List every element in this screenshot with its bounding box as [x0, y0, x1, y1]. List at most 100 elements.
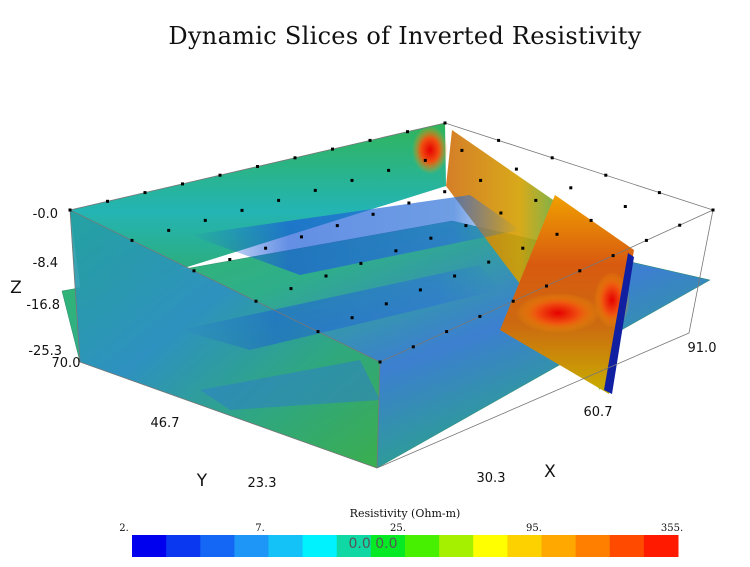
electrode-dot [479, 178, 483, 182]
electrode-dot [254, 299, 258, 303]
electrode-dot [464, 224, 468, 228]
colorbar-label: Resistivity (Ohm-m) [350, 507, 461, 520]
colorbar-swatch [439, 535, 474, 557]
electrode-dot [335, 224, 339, 228]
electrode-dot [589, 218, 593, 222]
electrode-dot [657, 191, 661, 195]
colorbar-tick-label: 95. [526, 523, 542, 534]
y-axis-label: Y [196, 471, 208, 491]
electrode-dot [143, 191, 147, 195]
electrode-dot [359, 261, 363, 265]
low-resistivity-band [180, 265, 500, 350]
hot-spot [412, 126, 448, 174]
colorbar-center-text: 0.0 0.0 [349, 536, 398, 552]
electrode-dot [711, 208, 715, 212]
electrode-dot [371, 212, 375, 216]
electrode-dot [293, 156, 297, 160]
x-axis-label: X [544, 462, 556, 482]
electrode-dot [534, 198, 538, 202]
electrode-dot [264, 246, 268, 250]
colorbar-swatch [370, 535, 406, 557]
z-tick-label: -8.4 [33, 256, 58, 271]
colorbar-swatch [302, 535, 338, 557]
electrode-dot [68, 208, 72, 212]
x-tick-label: 60.7 [584, 405, 613, 420]
electrode-dot [387, 168, 391, 172]
colorbar-tick-label: 25. [390, 523, 406, 534]
colorbar-tick-label: 2. [119, 523, 129, 534]
z-tick-label: -0.0 [33, 207, 58, 222]
colorbar-swatch [609, 535, 645, 557]
low-resistivity-band [200, 360, 380, 410]
electrode-dot [350, 178, 354, 182]
slice-edge [604, 253, 634, 394]
electrode-dot [300, 235, 303, 239]
electrode-dot [499, 211, 503, 215]
electrode-dot [350, 316, 354, 320]
colorbar-swatch [541, 535, 577, 557]
low-resistivity-band [190, 195, 520, 275]
electrode-dot [644, 238, 648, 242]
y-tick-label: 23.3 [248, 476, 277, 491]
electrode-dot [324, 274, 328, 278]
x-tick-label: 30.3 [477, 471, 506, 486]
electrode-dot [611, 254, 615, 258]
electrode-dot [550, 156, 554, 160]
electrode-dot [478, 314, 482, 318]
electrode-dot [394, 249, 398, 253]
y-tick-label: 46.7 [151, 416, 180, 431]
electrode-dot [331, 147, 334, 151]
colorbar-tick-label: 7. [255, 523, 265, 534]
electrode-dot [678, 223, 682, 227]
electrode-dot [487, 260, 491, 264]
colorbar-swatch [132, 535, 167, 557]
electrode-dot [569, 186, 573, 190]
colorbar: 2. 7. 25. 95. 355. [119, 523, 683, 557]
electrode-dot [130, 238, 134, 242]
electrode-dot [378, 360, 382, 364]
electrode-dot [521, 246, 525, 250]
colorbar-swatch [200, 535, 235, 557]
electrode-dot [256, 165, 259, 168]
electrode-dot [411, 345, 415, 349]
colorbar-swatch [473, 535, 508, 557]
electrode-dot [443, 121, 447, 125]
electrode-dot [228, 258, 232, 261]
z-tick-label: -16.8 [26, 298, 60, 313]
electrode-dot [497, 138, 501, 142]
colorbar-swatch [234, 535, 270, 557]
x-tick-label: 91.0 [688, 341, 717, 356]
electrode-dot [218, 173, 222, 177]
electrode-dot [384, 302, 388, 306]
electrode-dot [167, 228, 171, 232]
electrode-dot [604, 173, 608, 177]
electrode-dot [106, 199, 109, 203]
electrode-dot [406, 130, 409, 134]
electrode-dot [511, 299, 515, 303]
electrode-dot [192, 269, 196, 273]
electrode-dot [429, 236, 433, 240]
electrode-dot [555, 232, 559, 236]
colorbar-swatch [575, 535, 611, 557]
chart-title: Dynamic Slices of Inverted Resistivity [168, 22, 642, 50]
hot-spot [516, 293, 600, 333]
electrode-dot [407, 201, 411, 205]
electrode-dot [423, 158, 427, 162]
electrode-dot [545, 284, 548, 288]
colorbar-swatch [166, 535, 201, 557]
electrode-dot [460, 148, 464, 152]
colorbar-swatch [268, 535, 304, 557]
electrode-dot [316, 330, 320, 334]
electrode-dot [181, 182, 184, 186]
electrode-dot [514, 167, 518, 171]
electrode-dot [203, 218, 207, 222]
electrode-dot [277, 198, 281, 202]
electrode-dot [443, 190, 447, 194]
colorbar-swatch [643, 535, 679, 557]
electrode-dot [623, 205, 627, 208]
colorbar-swatch [507, 535, 543, 557]
electrode-dot [240, 208, 244, 212]
electrode-dot [368, 138, 372, 142]
colorbar-swatch [336, 535, 372, 557]
electrode-dot [313, 188, 317, 192]
